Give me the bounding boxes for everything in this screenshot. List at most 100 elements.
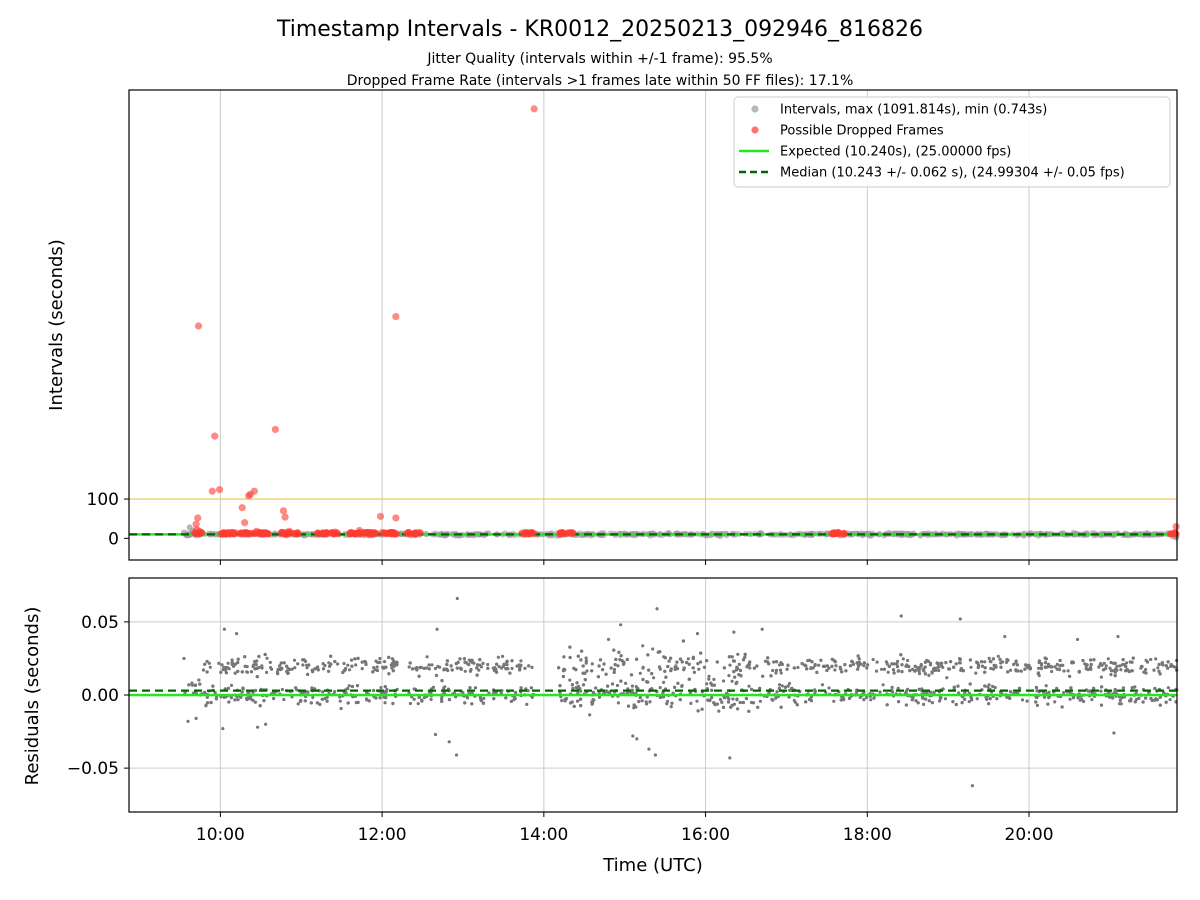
residual-point xyxy=(268,660,272,665)
residual-point xyxy=(458,657,462,661)
residual-point xyxy=(1055,667,1059,671)
residual-point xyxy=(1068,691,1072,695)
residual-point xyxy=(1108,666,1112,670)
residual-point xyxy=(1047,695,1051,700)
residual-point xyxy=(1171,664,1175,668)
residual-point xyxy=(638,671,642,675)
residual-point xyxy=(927,673,931,677)
residual-point xyxy=(519,659,523,663)
residual-point xyxy=(572,666,576,671)
residual-point xyxy=(687,662,691,666)
residual-point xyxy=(751,701,756,705)
residual-point xyxy=(338,699,342,703)
top-y-tick-label: 100 xyxy=(87,490,119,510)
residual-point xyxy=(1019,669,1023,673)
residual-point xyxy=(354,663,358,667)
residual-point xyxy=(568,678,572,682)
residual-point xyxy=(1039,666,1043,671)
residual-point xyxy=(187,683,191,687)
residual-point xyxy=(991,657,996,661)
residual-point xyxy=(958,657,962,661)
residual-points xyxy=(182,596,1179,788)
residual-point xyxy=(695,631,700,636)
x-axis-label: Time (UTC) xyxy=(602,855,703,876)
residual-point xyxy=(514,690,518,695)
bottom-y-tick-label: 0.05 xyxy=(81,613,119,633)
residual-point xyxy=(892,671,896,675)
residual-point xyxy=(350,664,354,668)
residual-point xyxy=(1158,672,1162,676)
dropped-frame-point xyxy=(368,530,376,538)
residual-point xyxy=(220,663,224,667)
residual-point xyxy=(1161,663,1165,667)
residual-point xyxy=(482,696,486,701)
residual-point xyxy=(1075,637,1080,642)
residual-point xyxy=(425,666,429,670)
residual-point xyxy=(560,699,564,703)
residual-point xyxy=(525,702,529,707)
residual-point xyxy=(477,668,481,672)
residual-point xyxy=(455,666,459,670)
residual-point xyxy=(1053,665,1057,669)
residual-point xyxy=(699,651,703,655)
residual-point xyxy=(951,700,955,704)
residual-point xyxy=(279,661,283,665)
residual-point xyxy=(862,664,866,668)
residual-point xyxy=(914,699,918,703)
residual-point xyxy=(827,666,831,670)
residual-point xyxy=(682,666,686,670)
residual-point xyxy=(557,666,561,670)
residual-point xyxy=(590,700,594,704)
residual-point xyxy=(635,737,639,741)
residual-point xyxy=(840,670,844,674)
residual-point xyxy=(616,701,621,705)
residual-point xyxy=(1070,661,1074,665)
legend-marker-intervals xyxy=(751,105,759,113)
dropped-frame-point xyxy=(194,322,203,330)
residual-point xyxy=(486,666,490,670)
residual-point xyxy=(481,701,485,705)
residual-point xyxy=(924,697,928,701)
residual-point xyxy=(1153,686,1157,691)
residual-point xyxy=(809,666,813,671)
top-y-tick-label: 0 xyxy=(108,529,119,549)
residual-point xyxy=(249,670,254,674)
residual-point xyxy=(839,698,843,702)
residual-point xyxy=(280,687,284,692)
residual-point xyxy=(760,627,764,631)
residual-point xyxy=(875,660,879,664)
residual-point xyxy=(626,704,631,708)
residual-point xyxy=(1077,669,1081,674)
residual-point xyxy=(916,701,920,705)
residual-point xyxy=(691,656,695,661)
residual-point xyxy=(647,747,651,751)
residual-point xyxy=(1044,657,1048,661)
residual-point xyxy=(619,679,623,683)
residual-point xyxy=(783,685,787,689)
dropped-frame-point xyxy=(840,529,848,538)
residual-point xyxy=(311,695,315,700)
residual-point xyxy=(777,686,782,691)
residual-point xyxy=(504,667,508,671)
residual-point xyxy=(430,663,434,667)
residual-point xyxy=(961,669,966,673)
residual-point xyxy=(1109,669,1114,673)
dropped-frame-point xyxy=(259,529,267,537)
residual-point xyxy=(561,674,566,679)
residual-point xyxy=(652,676,656,680)
residual-point xyxy=(1006,670,1010,674)
residual-point xyxy=(568,655,572,660)
residual-point xyxy=(1008,690,1013,694)
residual-point xyxy=(224,666,228,670)
residual-point xyxy=(755,664,759,668)
residual-point xyxy=(584,659,589,663)
residual-point xyxy=(194,716,198,721)
residual-point xyxy=(518,668,522,672)
residual-point xyxy=(279,667,283,672)
residual-point xyxy=(732,670,736,674)
residual-point xyxy=(1044,665,1048,670)
residual-point xyxy=(371,670,375,674)
residual-point xyxy=(356,700,360,705)
residual-point xyxy=(1044,684,1048,688)
residual-point xyxy=(1035,703,1039,708)
